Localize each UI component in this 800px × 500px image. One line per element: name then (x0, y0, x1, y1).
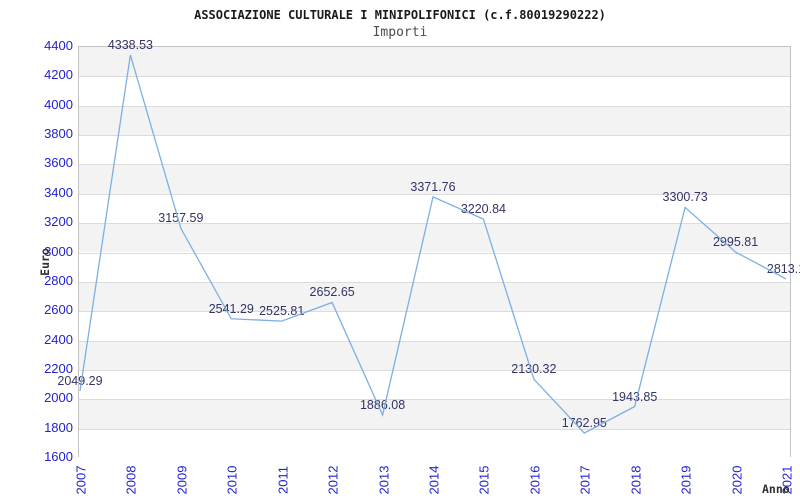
plot-band (79, 105, 790, 136)
data-point-label: 3220.84 (460, 202, 507, 217)
gridline (79, 164, 790, 166)
plot-band (79, 340, 790, 370)
gridline (79, 252, 790, 254)
chart-subtitle: Importi (372, 25, 428, 40)
data-point-label: 2995.81 (712, 235, 759, 250)
y-tick-label: 2800 (44, 272, 73, 288)
chart-title: ASSOCIAZIONE CULTURALE I MINIPOLIFONICI … (194, 8, 606, 22)
data-point-label: 2049.29 (57, 374, 103, 389)
gridline (79, 399, 790, 401)
gridline (79, 369, 790, 371)
y-tick-label: 3600 (44, 155, 73, 171)
gridline (79, 281, 790, 283)
y-tick-label: 4400 (44, 38, 73, 53)
data-point-label: 3157.59 (158, 211, 204, 226)
y-tick-label: 2200 (44, 360, 73, 376)
y-tick-label: 4200 (44, 67, 73, 83)
y-tick-label: 3000 (44, 243, 73, 259)
plot-band (79, 399, 790, 429)
gridline (79, 105, 790, 107)
data-point-label: 3371.76 (410, 179, 456, 194)
y-tick-label: 3400 (44, 184, 73, 200)
plot-band (79, 193, 790, 224)
y-tick-label: 2600 (44, 302, 73, 318)
plot-band (79, 47, 790, 77)
gridline (79, 223, 790, 225)
plot-band (79, 135, 790, 165)
plot-area (78, 46, 791, 458)
data-point-label: 3300.73 (662, 190, 708, 205)
data-point-label: 1886.08 (359, 398, 406, 412)
y-tick-label: 2000 (44, 390, 73, 406)
gridline (79, 311, 790, 313)
data-point-label: 2525.81 (259, 304, 305, 319)
plot-band (79, 428, 790, 458)
data-point-label: 4338.53 (107, 38, 154, 53)
gridline (79, 76, 790, 78)
y-tick-label: 2400 (44, 331, 73, 347)
data-point-label: 2652.65 (309, 285, 355, 300)
y-tick-label: 4000 (44, 96, 73, 112)
y-tick-label: 3200 (44, 214, 73, 230)
gridline (79, 135, 790, 137)
plot-band (79, 76, 790, 106)
y-tick-label: 3800 (44, 126, 73, 142)
data-point-label: 2541.29 (208, 301, 254, 316)
gridline (79, 193, 790, 195)
data-point-label: 1943.85 (612, 389, 658, 404)
plot-band (79, 164, 790, 194)
plot-band (79, 223, 790, 253)
plot-band (79, 311, 790, 341)
y-tick-label: 1800 (44, 419, 73, 435)
plot-band (79, 369, 790, 400)
x-axis-title: Anno (762, 482, 790, 496)
series-polyline (79, 54, 787, 434)
y-tick-label: 1600 (44, 449, 73, 464)
gridline (79, 340, 790, 342)
gridline (79, 428, 790, 430)
plot-band (79, 281, 790, 312)
data-point-label: 2130.32 (511, 362, 557, 377)
